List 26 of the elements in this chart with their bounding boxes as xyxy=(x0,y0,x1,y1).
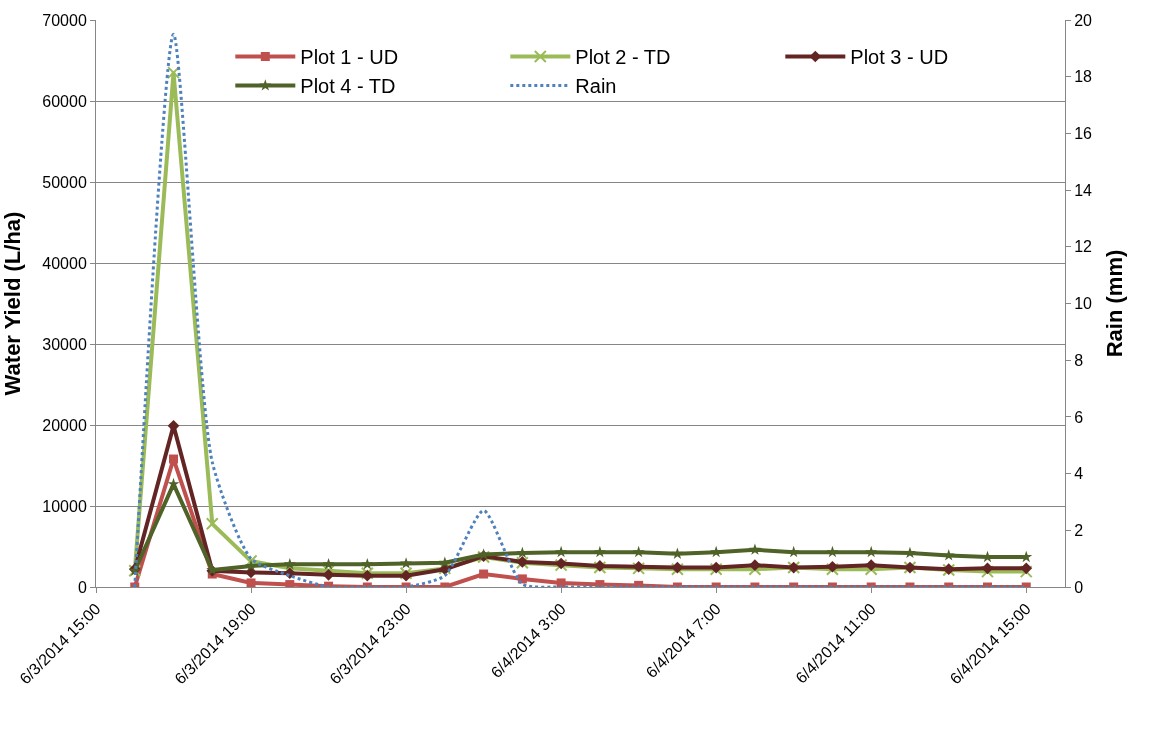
y2-tick-label: 14 xyxy=(1074,181,1093,199)
y2-tick-label: 6 xyxy=(1074,408,1084,426)
y-tick-label: 40000 xyxy=(42,254,87,272)
legend-label: Rain xyxy=(575,75,617,98)
y2-tick-label: 4 xyxy=(1074,465,1084,483)
y2-tick-label: 2 xyxy=(1074,521,1084,539)
y-tick-label: 70000 xyxy=(42,11,87,29)
y-tick-label: 30000 xyxy=(42,335,87,353)
y-tick-label: 0 xyxy=(77,578,87,596)
y-tick-label: 20000 xyxy=(42,416,87,434)
y2-tick-label: 8 xyxy=(1074,351,1084,369)
legend-label: Plot 1 - UD xyxy=(300,46,399,69)
y-tick-label: 10000 xyxy=(42,497,87,515)
y2-tick-label: 16 xyxy=(1074,125,1093,142)
y2-tick-label: 18 xyxy=(1074,68,1093,86)
legend-label: Plot 3 - UD xyxy=(850,46,949,69)
y2-tick-label: 12 xyxy=(1074,238,1093,256)
y-axis-title: Water Yield (L/ha) xyxy=(0,211,26,396)
y2-tick-label: 20 xyxy=(1074,11,1093,29)
y-tick-label: 60000 xyxy=(42,92,87,110)
legend-label: Plot 4 - TD xyxy=(300,75,396,98)
y-tick-label: 50000 xyxy=(42,173,87,191)
y2-axis-title: Rain (mm) xyxy=(1102,249,1127,358)
legend-label: Plot 2 - TD xyxy=(575,46,671,69)
y2-tick-label: 10 xyxy=(1074,295,1093,313)
y2-tick-label: 0 xyxy=(1074,578,1084,596)
